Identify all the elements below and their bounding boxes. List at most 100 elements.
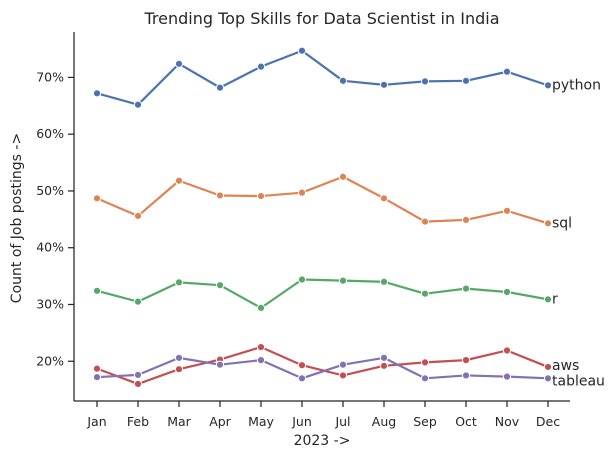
data-point-tableau-jul [338, 360, 348, 369]
series-tableau [92, 353, 553, 383]
x-tick-label: Dec [536, 414, 560, 429]
y-axis-label: Count of Job postings -> [9, 133, 25, 303]
data-point-python-jun [297, 46, 307, 55]
data-point-sql-may [256, 191, 266, 201]
data-point-aws-feb [133, 379, 143, 389]
data-point-sql-feb [133, 211, 143, 221]
data-point-r-dec [543, 295, 553, 304]
x-tick-label: Feb [127, 414, 149, 429]
y-tick-label: 60% [36, 126, 64, 141]
data-point-sql-dec [543, 219, 553, 228]
x-axis-label: 2023 -> [294, 433, 351, 449]
series-line-aws [95, 345, 550, 386]
data-point-tableau-apr [215, 360, 225, 369]
series-line-r [95, 278, 550, 309]
data-point-sql-sep [420, 217, 430, 226]
data-point-python-mar [174, 59, 184, 68]
data-point-tableau-sep [420, 374, 430, 383]
data-point-python-jan [92, 89, 102, 98]
chart-title: Trending Top Skills for Data Scientist i… [144, 9, 500, 28]
data-point-tableau-nov [502, 372, 512, 381]
data-point-python-dec [543, 81, 553, 90]
data-point-tableau-may [256, 356, 266, 365]
y-tick-label: 70% [36, 69, 64, 84]
data-point-aws-jul [338, 371, 348, 380]
data-point-sql-oct [461, 215, 471, 225]
data-point-r-jun [297, 275, 307, 284]
data-point-tableau-oct [461, 371, 471, 380]
data-point-aws-oct [461, 356, 471, 365]
x-tick-label: Jun [291, 414, 312, 429]
y-tick-label: 30% [36, 296, 64, 311]
series-python [92, 46, 553, 109]
data-point-python-aug [379, 80, 389, 89]
y-ticks: 20% 30% 40% 50% 60% 70% [36, 69, 74, 368]
data-point-aws-may [256, 342, 266, 352]
data-point-sql-aug [379, 194, 389, 203]
y-tick-label: 50% [36, 183, 64, 198]
data-point-r-mar [174, 278, 184, 287]
data-point-sql-jul [338, 172, 348, 181]
x-tick-label: Apr [209, 414, 231, 429]
y-tick-label: 20% [36, 353, 64, 368]
data-point-python-nov [502, 67, 512, 76]
data-point-r-nov [502, 287, 512, 297]
data-point-python-sep [420, 77, 430, 86]
series-line-sql [95, 175, 550, 225]
x-tick-label: Aug [372, 414, 396, 429]
data-point-aws-jun [297, 361, 307, 370]
data-point-tableau-jan [92, 373, 102, 382]
data-point-r-apr [215, 281, 225, 290]
x-tick-label: Jan [86, 414, 106, 429]
x-tick-label: Nov [495, 414, 520, 429]
series-line-python [95, 49, 550, 106]
x-tick-label: Sep [413, 414, 437, 429]
data-point-r-jul [338, 276, 348, 285]
plot-area [92, 46, 553, 389]
data-point-r-may [256, 303, 266, 312]
data-point-sql-jan [92, 194, 102, 203]
data-point-tableau-jun [297, 374, 307, 383]
data-point-tableau-aug [379, 353, 389, 362]
y-tick-label: 40% [36, 240, 64, 255]
data-point-tableau-feb [133, 370, 143, 379]
data-point-tableau-dec [543, 374, 553, 383]
data-point-r-feb [133, 297, 143, 306]
data-point-r-sep [420, 289, 430, 298]
data-point-aws-dec [543, 362, 553, 372]
data-point-aws-jan [92, 364, 102, 373]
data-point-r-jan [92, 286, 102, 295]
data-point-aws-aug [379, 361, 389, 370]
data-point-aws-nov [502, 346, 512, 355]
data-point-python-may [256, 62, 266, 71]
data-point-python-apr [215, 83, 225, 92]
series-label-aws: aws [552, 358, 579, 374]
series-r [92, 275, 553, 312]
data-point-sql-jun [297, 188, 307, 197]
series-label-sql: sql [552, 215, 572, 231]
x-tick-label: Oct [455, 414, 477, 429]
data-point-python-oct [461, 76, 471, 85]
x-ticks: Jan Feb Mar Apr May Jun Jul Aug Sep Oct Nov Dec [86, 401, 560, 429]
data-point-r-oct [461, 284, 471, 293]
series-label-tableau: tableau [552, 373, 605, 389]
data-point-sql-nov [502, 206, 512, 215]
data-point-aws-sep [420, 358, 430, 367]
series-label-r: r [552, 291, 558, 307]
series-label-python: python [552, 77, 601, 93]
data-point-aws-mar [174, 365, 184, 374]
x-tick-label: May [248, 414, 274, 429]
x-tick-label: Mar [167, 414, 191, 429]
data-point-sql-mar [174, 176, 184, 185]
x-tick-label: Jul [334, 414, 350, 429]
data-point-tableau-mar [174, 353, 184, 362]
data-point-r-aug [379, 277, 389, 286]
data-point-sql-apr [215, 191, 225, 200]
data-point-python-feb [133, 100, 143, 109]
data-point-python-jul [338, 76, 348, 85]
series-sql [92, 172, 553, 228]
series-line-tableau [95, 356, 550, 380]
